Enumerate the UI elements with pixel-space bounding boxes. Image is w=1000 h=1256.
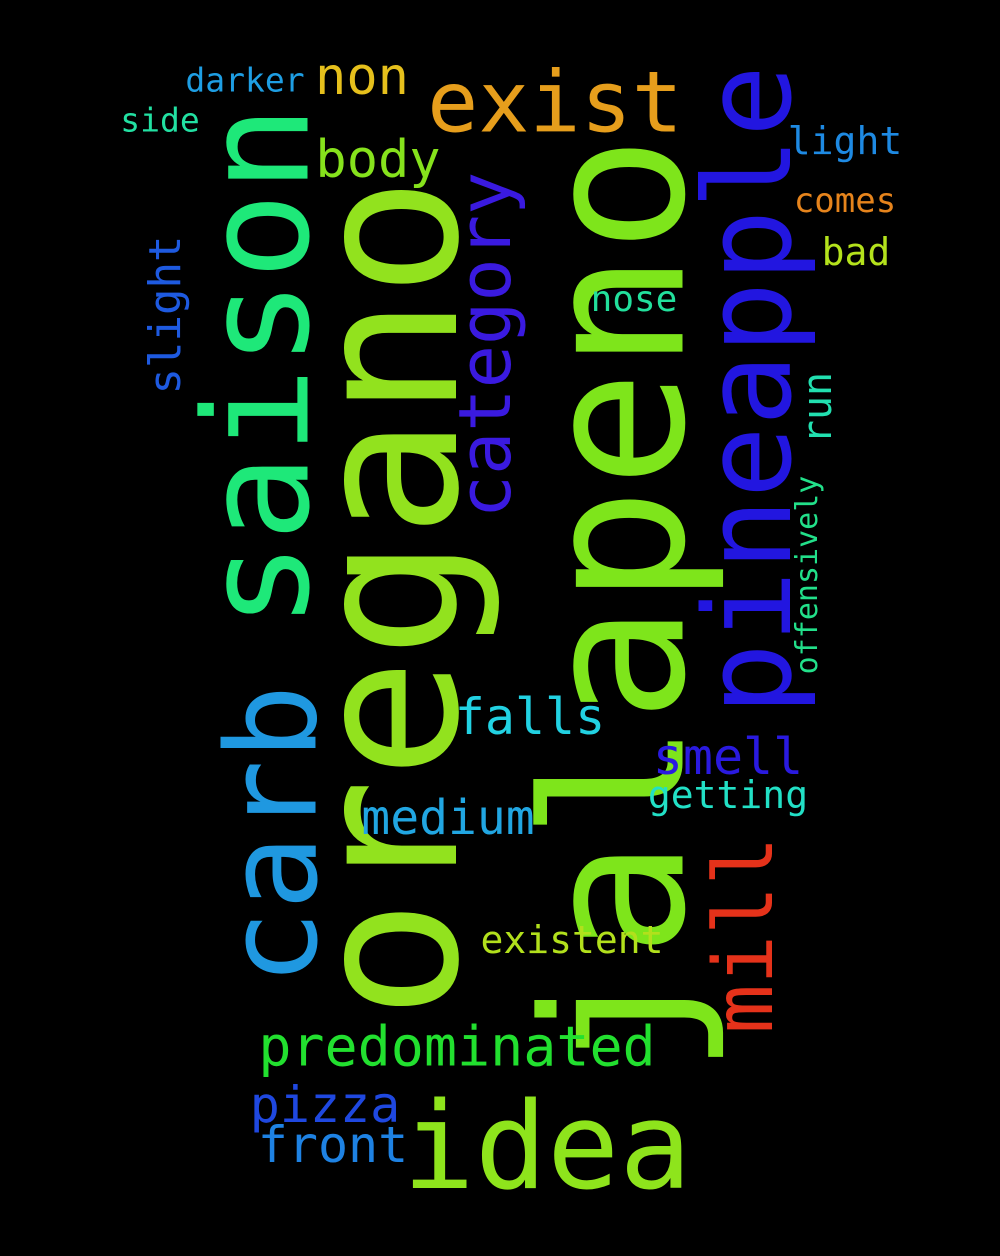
word-getting: getting: [647, 773, 809, 817]
word-bad: bad: [821, 230, 891, 274]
word-run: run: [795, 371, 841, 445]
word-mill: mill: [697, 836, 792, 1034]
word-comes: comes: [793, 181, 897, 221]
word-carb: carb: [200, 684, 346, 986]
word-nose: nose: [590, 279, 678, 320]
word-saison: saison: [173, 105, 343, 629]
word-darker: darker: [185, 60, 305, 100]
word-falls: falls: [454, 688, 606, 746]
word-medium: medium: [361, 790, 535, 846]
word-non: non: [315, 47, 409, 107]
word-slight: slight: [140, 235, 191, 395]
word-category: category: [443, 171, 527, 519]
word-light: light: [787, 119, 903, 163]
word-idea: idea: [402, 1078, 692, 1217]
word-front: front: [257, 1116, 409, 1174]
word-smell: smell: [652, 728, 804, 786]
word-predominated: predominated: [258, 1014, 656, 1079]
word-body: body: [315, 130, 441, 190]
word-side: side: [120, 100, 200, 140]
word-pizza: pizza: [249, 1076, 401, 1134]
word-exist: exist: [427, 53, 683, 153]
word-existent: existent: [480, 918, 664, 962]
word-offensively: offensively: [790, 475, 825, 675]
